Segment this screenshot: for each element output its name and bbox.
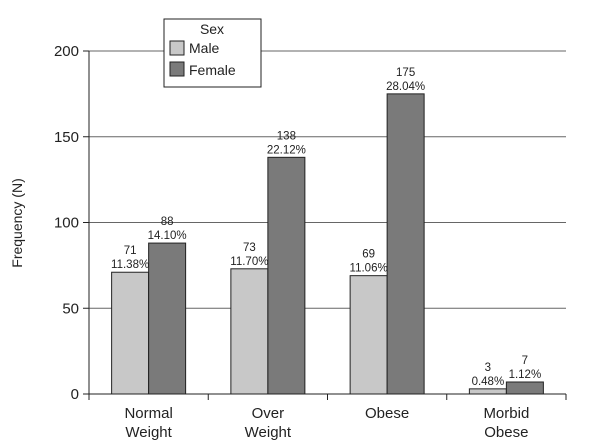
y-tick-label: 50: [62, 300, 79, 317]
y-axis-title: Frequency (N): [9, 178, 25, 267]
data-labels: 71 11.38% 73 11.70% 69 11.06% 3 0.48% 88 14.10% 13…: [111, 67, 541, 388]
data-label-count: 138: [277, 130, 296, 142]
data-label-percent: 11.38%: [111, 259, 149, 271]
x-tick-label: Over Weight: [245, 405, 292, 441]
bars: [111, 93, 544, 395]
legend-label-male: Male: [189, 40, 220, 56]
legend-swatch-female: [169, 61, 185, 77]
y-tick-label: 150: [54, 129, 79, 146]
data-label-count: 3: [485, 362, 491, 374]
bar-female: [505, 381, 544, 395]
data-label-count: 69: [362, 249, 375, 261]
axes: 0 50 100 150 200 Normal Weight Over Weight Obese M…: [54, 43, 567, 441]
data-label-percent: 14.10%: [148, 230, 187, 242]
bar-male: [111, 271, 150, 395]
data-label-count: 71: [124, 245, 137, 257]
bar-male: [468, 388, 507, 395]
data-label-percent: 0.48%: [472, 376, 505, 388]
data-label-percent: 28.04%: [386, 81, 425, 93]
x-tick-label: Morbid Obese: [483, 405, 529, 441]
y-tick-label: 0: [71, 386, 79, 403]
x-tick-label: Obese: [365, 405, 409, 422]
bar-female: [267, 156, 306, 395]
data-label-count: 7: [522, 355, 528, 367]
y-tick-label: 100: [54, 215, 79, 232]
legend-label-female: Female: [189, 62, 236, 78]
legend-swatch-male: [169, 40, 185, 56]
bar-female: [148, 242, 187, 395]
data-label-count: 73: [243, 242, 256, 254]
data-label-percent: 1.12%: [509, 369, 542, 381]
data-label-count: 88: [161, 216, 174, 228]
y-tick-label: 200: [54, 43, 79, 60]
data-label-percent: 11.06%: [350, 263, 388, 275]
data-label-percent: 22.12%: [267, 144, 306, 156]
x-tick-label: Normal Weight: [124, 405, 172, 441]
legend-title: Sex: [200, 21, 224, 37]
data-label-count: 175: [396, 67, 415, 79]
data-label-percent: 11.70%: [230, 256, 268, 268]
legend: Sex Male Female: [163, 18, 262, 88]
bar-male: [230, 268, 269, 395]
bar-female: [386, 93, 425, 395]
bar-male: [349, 275, 388, 395]
